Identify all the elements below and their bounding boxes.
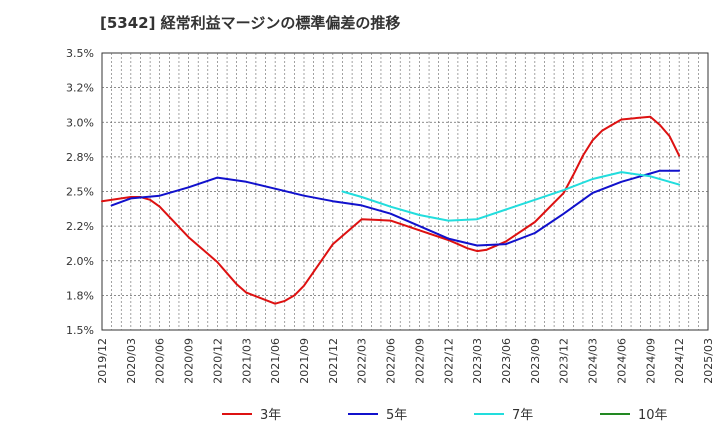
legend-label-1: 5年 (386, 408, 407, 423)
plot-area-frame (101, 52, 709, 331)
y-tick-label: 3.0% (66, 116, 94, 129)
y-tick-label: 2.5% (66, 186, 94, 199)
series-line-1 (110, 169, 681, 247)
x-tick-label: 2023/12 (558, 338, 571, 384)
x-tick-label: 2020/06 (154, 338, 167, 384)
x-tick-label: 2022/09 (413, 338, 426, 384)
chart-title: [5342] 経常利益マージンの標準偏差の推移 (100, 14, 401, 32)
x-tick-label: 2020/12 (211, 338, 224, 384)
x-tick-label: 2021/12 (327, 338, 340, 384)
x-tick-label: 2024/03 (587, 338, 600, 384)
x-tick-label: 2019/12 (96, 338, 109, 384)
legend-label-3: 10年 (638, 408, 668, 423)
x-tick-label: 2023/03 (471, 338, 484, 384)
x-tick-label: 2022/12 (442, 338, 455, 384)
x-tick-label: 2024/06 (615, 338, 628, 384)
x-tick-label: 2025/03 (702, 338, 715, 384)
x-tick-label: 2021/03 (240, 338, 253, 384)
x-tick-label: 2020/03 (125, 338, 138, 384)
x-tick-label: 2021/06 (269, 338, 282, 384)
series-line-0 (101, 115, 681, 305)
legend-label-2: 7年 (512, 408, 533, 423)
x-tick-label: 2023/06 (500, 338, 513, 384)
x-tick-label: 2021/09 (298, 338, 311, 384)
x-tick-label: 2024/09 (644, 338, 657, 384)
y-tick-label: 2.8% (66, 151, 94, 164)
x-tick-label: 2022/03 (356, 338, 369, 384)
y-tick-label: 1.8% (66, 289, 94, 302)
y-tick-label: 1.5% (66, 324, 94, 337)
y-tick-label: 2.0% (66, 255, 94, 268)
legend-label-0: 3年 (260, 408, 281, 423)
x-tick-label: 2023/09 (529, 338, 542, 384)
y-tick-label: 2.2% (66, 220, 94, 233)
y-tick-label: 3.5% (66, 47, 94, 60)
x-tick-label: 2022/06 (385, 338, 398, 384)
series-line-2 (341, 171, 681, 222)
y-tick-label: 3.2% (66, 82, 94, 95)
x-tick-label: 2024/12 (673, 338, 686, 384)
x-tick-label: 2020/09 (183, 338, 196, 384)
